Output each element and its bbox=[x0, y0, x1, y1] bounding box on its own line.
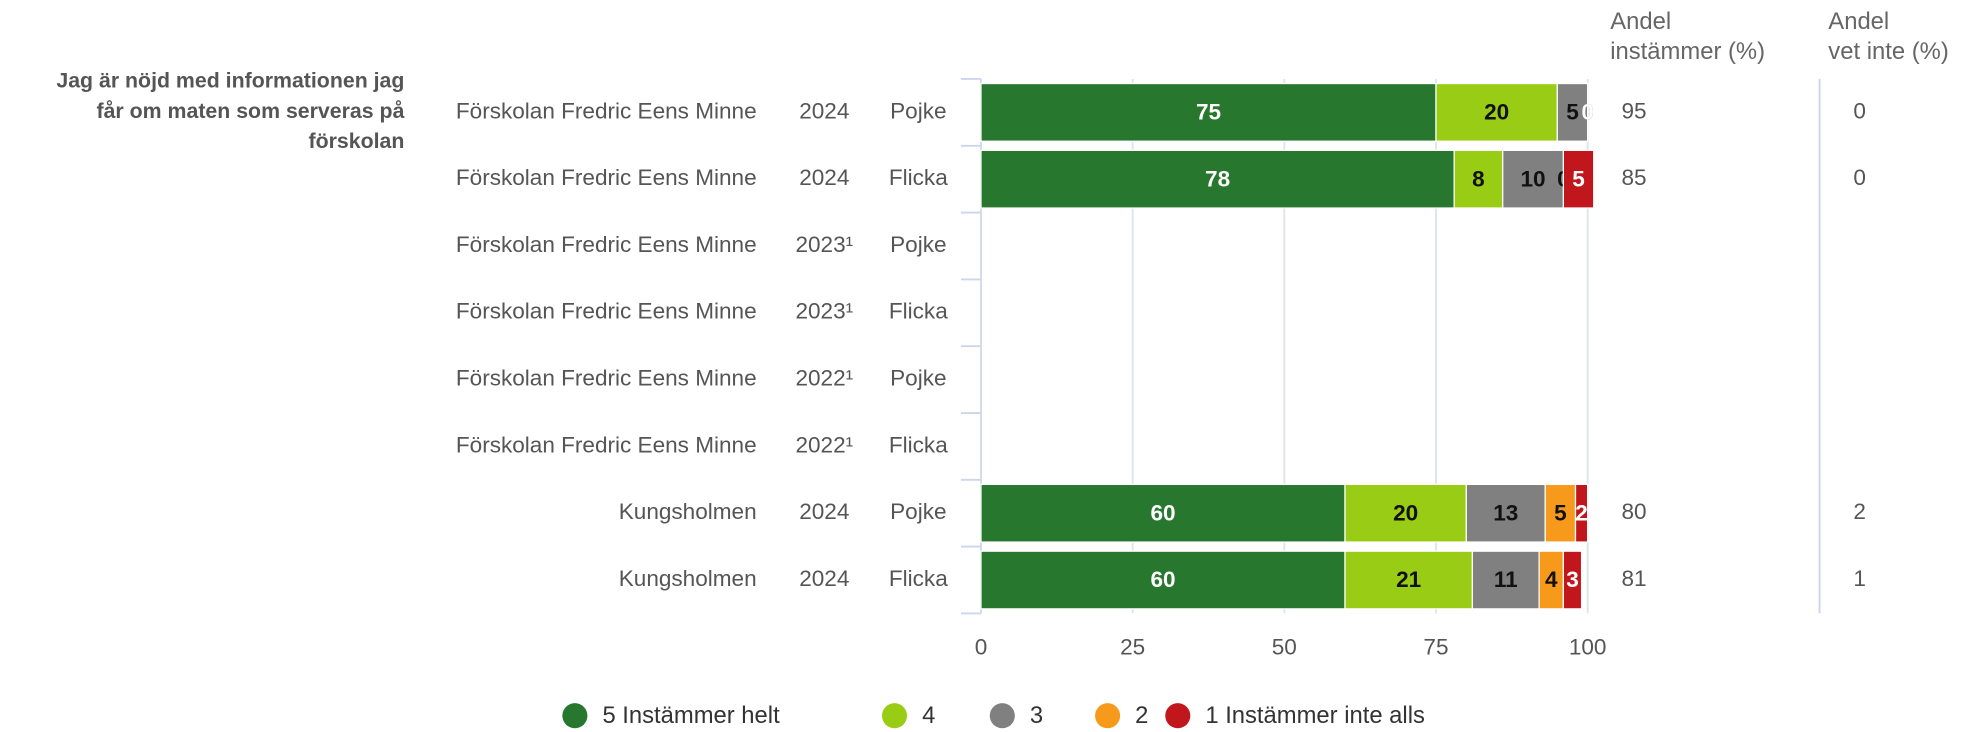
data-label: 0 bbox=[1581, 100, 1594, 125]
category-year: 2024 bbox=[799, 165, 849, 190]
bar-segment bbox=[980, 149, 1455, 209]
bar-segment bbox=[1574, 483, 1589, 543]
data-label: 13 bbox=[1493, 500, 1518, 525]
category-year: 2023¹ bbox=[795, 232, 853, 257]
x-tick-label: 50 bbox=[1272, 634, 1297, 659]
x-tick-label: 25 bbox=[1120, 634, 1145, 659]
bar-segment bbox=[1344, 550, 1474, 610]
legend-marker[interactable] bbox=[1095, 703, 1121, 729]
category-gender: Pojke bbox=[890, 499, 946, 524]
category-label: Kungsholmen bbox=[619, 566, 757, 591]
bar-segment bbox=[1544, 483, 1577, 543]
category-label: Kungsholmen bbox=[619, 499, 757, 524]
data-label: 75 bbox=[1196, 100, 1221, 125]
category-gender: Flicka bbox=[889, 165, 948, 190]
category-label: Förskolan Fredric Eens Minne bbox=[456, 366, 757, 391]
data-label: 0 bbox=[1581, 100, 1594, 125]
bar-segment bbox=[1502, 149, 1565, 209]
data-label: 78 bbox=[1205, 166, 1230, 191]
data-label: 5 bbox=[1572, 166, 1585, 191]
category-year: 2022¹ bbox=[795, 432, 853, 457]
column-value: 81 bbox=[1621, 566, 1646, 591]
bar-segment bbox=[1562, 550, 1583, 610]
legend-label[interactable]: 2 bbox=[1135, 702, 1148, 729]
bar-segment bbox=[1435, 82, 1558, 142]
data-label: 20 bbox=[1393, 500, 1418, 525]
column-header-box: Andel vet inte (%) bbox=[1828, 8, 1949, 66]
category-gender: Flicka bbox=[889, 432, 948, 457]
column-header-box: Andel instämmer (%) bbox=[1610, 8, 1766, 66]
data-label: 5 bbox=[1554, 500, 1567, 525]
category-year: 2023¹ bbox=[795, 299, 853, 324]
data-label: 8 bbox=[1472, 166, 1485, 191]
column-value: 1 bbox=[1853, 566, 1866, 591]
category-gender: Pojke bbox=[890, 366, 946, 391]
bar-segment bbox=[1471, 550, 1540, 610]
legend-marker[interactable] bbox=[1165, 703, 1191, 729]
data-label: 5 bbox=[1566, 100, 1579, 125]
legend-marker[interactable] bbox=[562, 703, 588, 729]
category-label: Förskolan Fredric Eens Minne bbox=[456, 165, 757, 190]
data-label: 60 bbox=[1150, 567, 1175, 592]
legend-marker[interactable] bbox=[989, 703, 1015, 729]
category-gender: Flicka bbox=[889, 566, 948, 591]
category-label: Förskolan Fredric Eens Minne bbox=[456, 98, 757, 123]
column-value: 95 bbox=[1621, 98, 1646, 123]
question-box: Jag är nöjd med informationen jag får om… bbox=[56, 68, 405, 153]
legend-label[interactable]: 5 Instämmer helt bbox=[602, 702, 780, 729]
column-value: 80 bbox=[1621, 499, 1646, 524]
column-value: 85 bbox=[1621, 165, 1646, 190]
x-tick-label: 0 bbox=[975, 634, 988, 659]
data-label: 21 bbox=[1396, 567, 1421, 592]
category-gender: Pojke bbox=[890, 98, 946, 123]
bar-segment bbox=[1465, 483, 1546, 543]
data-label: 3 bbox=[1566, 567, 1579, 592]
category-year: 2024 bbox=[799, 566, 849, 591]
column-value: 0 bbox=[1853, 165, 1866, 190]
bar-segment bbox=[1453, 149, 1504, 209]
x-tick-label: 100 bbox=[1569, 634, 1607, 659]
category-year: 2022¹ bbox=[795, 366, 853, 391]
category-year: 2024 bbox=[799, 499, 849, 524]
category-gender: Pojke bbox=[890, 232, 946, 257]
data-label: 10 bbox=[1521, 166, 1546, 191]
bar-segment bbox=[1556, 82, 1589, 142]
data-label: 4 bbox=[1545, 567, 1558, 592]
bar-segment bbox=[980, 483, 1346, 543]
category-label: Förskolan Fredric Eens Minne bbox=[456, 299, 757, 324]
legend-label[interactable]: 1 Instämmer inte alls bbox=[1205, 702, 1425, 729]
bar-segment bbox=[1562, 149, 1595, 209]
bar-segment bbox=[980, 550, 1346, 610]
column-header: Andel instämmer (%) bbox=[1610, 8, 1766, 66]
data-label: 2 bbox=[1575, 500, 1588, 525]
data-label: 20 bbox=[1484, 100, 1509, 125]
column-header: Andel vet inte (%) bbox=[1828, 8, 1949, 66]
bar-segment bbox=[1538, 550, 1565, 610]
column-value: 0 bbox=[1853, 98, 1866, 123]
question: Jag är nöjd med informationen jag får om… bbox=[56, 68, 405, 153]
x-tick-label: 75 bbox=[1423, 634, 1448, 659]
legend-marker[interactable] bbox=[881, 703, 908, 729]
legend-label[interactable]: 4 bbox=[922, 702, 935, 729]
category-label: Förskolan Fredric Eens Minne bbox=[456, 432, 757, 457]
bar-segment bbox=[1344, 483, 1467, 543]
bar-segment bbox=[980, 82, 1437, 142]
legend-label[interactable]: 3 bbox=[1030, 702, 1043, 729]
category-label: Förskolan Fredric Eens Minne bbox=[456, 232, 757, 257]
data-label: 60 bbox=[1150, 500, 1175, 525]
category-year: 2024 bbox=[799, 98, 849, 123]
data-label: 11 bbox=[1494, 567, 1518, 592]
column-value: 2 bbox=[1853, 499, 1866, 524]
category-gender: Flicka bbox=[889, 299, 948, 324]
